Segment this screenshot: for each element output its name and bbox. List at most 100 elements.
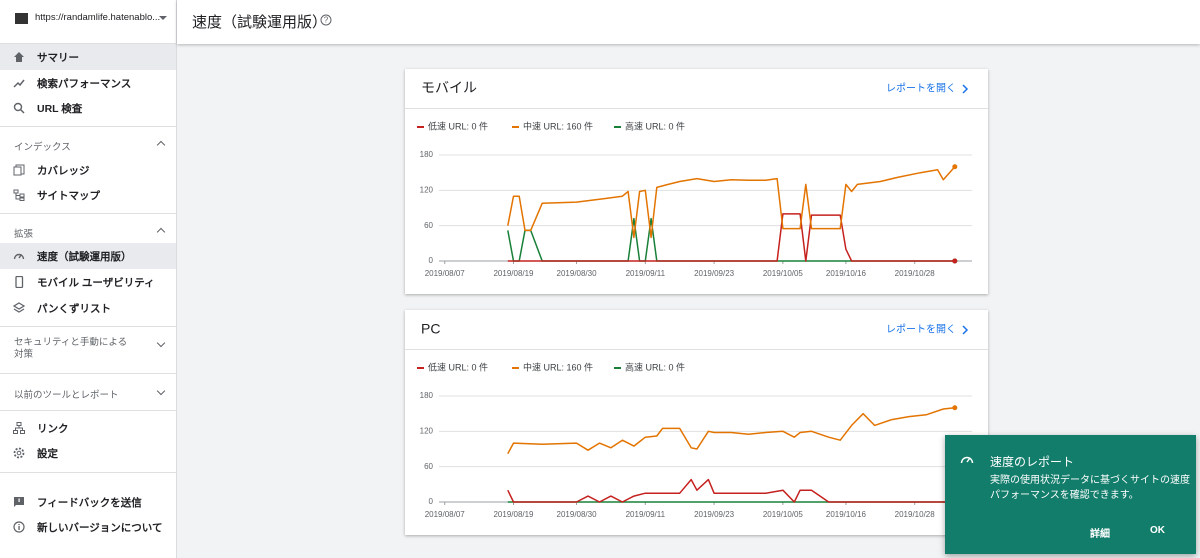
nav-label: フィードバックを送信 <box>37 496 142 509</box>
section-heading[interactable]: 拡張 <box>14 229 34 240</box>
x-tick-label: 2019/09/23 <box>694 269 735 278</box>
legend-label: 高速 URL: 0 件 <box>625 120 685 131</box>
y-tick-label: 180 <box>420 391 434 400</box>
nav-label: カバレッジ <box>37 164 90 177</box>
y-tick-label: 0 <box>429 497 434 506</box>
end-point <box>952 405 958 411</box>
nav-item[interactable]: サイトマップ <box>0 182 176 208</box>
y-tick-label: 60 <box>424 221 433 230</box>
series-line <box>507 407 955 455</box>
toast-button[interactable]: OK <box>1150 525 1165 536</box>
icon <box>13 447 25 459</box>
legend-label: 低速 URL: 0 件 <box>428 120 488 131</box>
nav-item[interactable]: リンク <box>0 415 176 441</box>
series-line <box>507 213 955 262</box>
page-title: 速度（試験運用版） <box>192 14 328 31</box>
x-tick-label: 2019/10/05 <box>763 269 804 278</box>
x-tick-label: 2019/08/19 <box>493 269 534 278</box>
card-title: PC <box>421 321 440 337</box>
divider <box>0 326 176 327</box>
legend-label: 高速 URL: 0 件 <box>625 361 685 372</box>
x-tick-label: 2019/08/07 <box>425 269 466 278</box>
report-link[interactable]: レポートを開く <box>886 83 956 95</box>
series-line <box>507 217 955 262</box>
x-tick-label: 2019/09/11 <box>626 269 666 278</box>
icon <box>13 79 25 88</box>
nav-label: モバイル ユーザビリティ <box>37 276 155 289</box>
nav-item[interactable]: モバイル ユーザビリティ <box>0 269 176 295</box>
icon <box>13 164 25 176</box>
x-tick-label: 2019/10/28 <box>895 510 936 519</box>
icon <box>13 189 25 201</box>
x-tick-label: 2019/08/19 <box>493 510 534 519</box>
y-tick-label: 0 <box>429 256 434 265</box>
help-icon[interactable]: ? <box>320 14 332 26</box>
divider <box>0 126 176 127</box>
property-selector[interactable]: https://randamlife.hatenablo... <box>0 0 176 43</box>
nav-label: 速度（試験運用版） <box>37 250 132 263</box>
toast-title: 速度のレポート <box>990 455 1075 469</box>
section-heading[interactable]: インデックス <box>14 142 71 153</box>
x-tick-label: 2019/08/07 <box>425 510 466 519</box>
x-tick-label: 2019/10/16 <box>826 269 867 278</box>
top-bar: 速度（試験運用版） ? <box>177 0 1200 44</box>
nav-item[interactable]: カバレッジ <box>0 157 176 183</box>
nav-label: URL 検査 <box>37 102 83 115</box>
nav-label: サイトマップ <box>37 189 100 202</box>
x-tick-label: 2019/09/23 <box>694 510 735 519</box>
y-tick-label: 120 <box>420 426 434 435</box>
nav-label: 検索パフォーマンス <box>37 77 132 90</box>
property-url: https://randamlife.hatenablo... <box>35 12 161 23</box>
nav-label: パンくずリスト <box>37 302 112 315</box>
chart-card: PC レポートを開く 0 60 120 180 2019/08/07 2019/08/19 20… <box>405 310 988 535</box>
y-tick-label: 60 <box>424 462 433 471</box>
legend-label: 中速 URL: 160 件 <box>523 361 593 372</box>
icon <box>15 276 24 288</box>
icon <box>13 521 25 533</box>
dropdown-arrow <box>159 16 167 20</box>
x-tick-label: 2019/10/05 <box>763 510 804 519</box>
icon <box>13 253 25 260</box>
icon <box>13 102 25 114</box>
nav-item[interactable]: 検索パフォーマンス <box>0 70 176 96</box>
toast-button[interactable]: 詳細 <box>1090 529 1110 540</box>
chevron <box>962 325 969 335</box>
nav-item[interactable]: サマリー <box>0 44 176 70</box>
chart-card: モバイル レポートを開く 0 60 120 180 2019/08/07 2019/08/19… <box>405 69 988 294</box>
divider <box>0 373 176 374</box>
report-link[interactable]: レポートを開く <box>886 324 956 336</box>
end-point <box>952 258 958 264</box>
chevron <box>962 84 969 94</box>
legend-label: 低速 URL: 0 件 <box>428 361 488 372</box>
sidebar: https://randamlife.hatenablo... サマリー 検索パ… <box>0 0 177 558</box>
toast: 速度のレポート 実際の使用状況データに基づくサイトの速度パフォーマンスを確認でき… <box>945 435 1196 554</box>
x-tick-label: 2019/09/11 <box>626 510 666 519</box>
x-tick-label: 2019/10/16 <box>826 510 867 519</box>
divider <box>0 43 176 44</box>
chart: モバイル レポートを開く 0 60 120 180 2019/08/07 2019/08/19… <box>405 80 988 278</box>
toast-body: 実際の使用状況データに基づくサイトの速度パフォーマンスを確認できます。 <box>990 475 1190 501</box>
section-heading[interactable]: 以前のツールとレポート <box>14 390 119 401</box>
icon <box>13 422 25 434</box>
icon <box>14 52 24 62</box>
svg-text:?: ? <box>324 16 329 25</box>
legend-label: 中速 URL: 160 件 <box>523 120 593 131</box>
nav-item[interactable]: フィードバックを送信 <box>0 489 176 515</box>
nav-label: サマリー <box>37 51 79 64</box>
nav-item[interactable]: 速度（試験運用版） <box>0 243 176 269</box>
nav-item[interactable]: URL 検査 <box>0 95 176 121</box>
y-tick-label: 180 <box>420 150 434 159</box>
icon <box>960 456 974 464</box>
nav-item[interactable]: 新しいバージョンについて <box>0 514 176 540</box>
icon <box>14 497 24 507</box>
series-line <box>507 478 955 503</box>
section-heading[interactable]: セキュリティと手動による対策 <box>14 337 128 360</box>
expand-icon <box>156 338 166 348</box>
nav-item[interactable]: パンくずリスト <box>0 295 176 321</box>
icon <box>13 302 25 313</box>
x-tick-label: 2019/08/30 <box>557 269 598 278</box>
nav-item[interactable]: 設定 <box>0 440 176 466</box>
favicon <box>15 13 28 24</box>
series-line <box>507 166 956 239</box>
